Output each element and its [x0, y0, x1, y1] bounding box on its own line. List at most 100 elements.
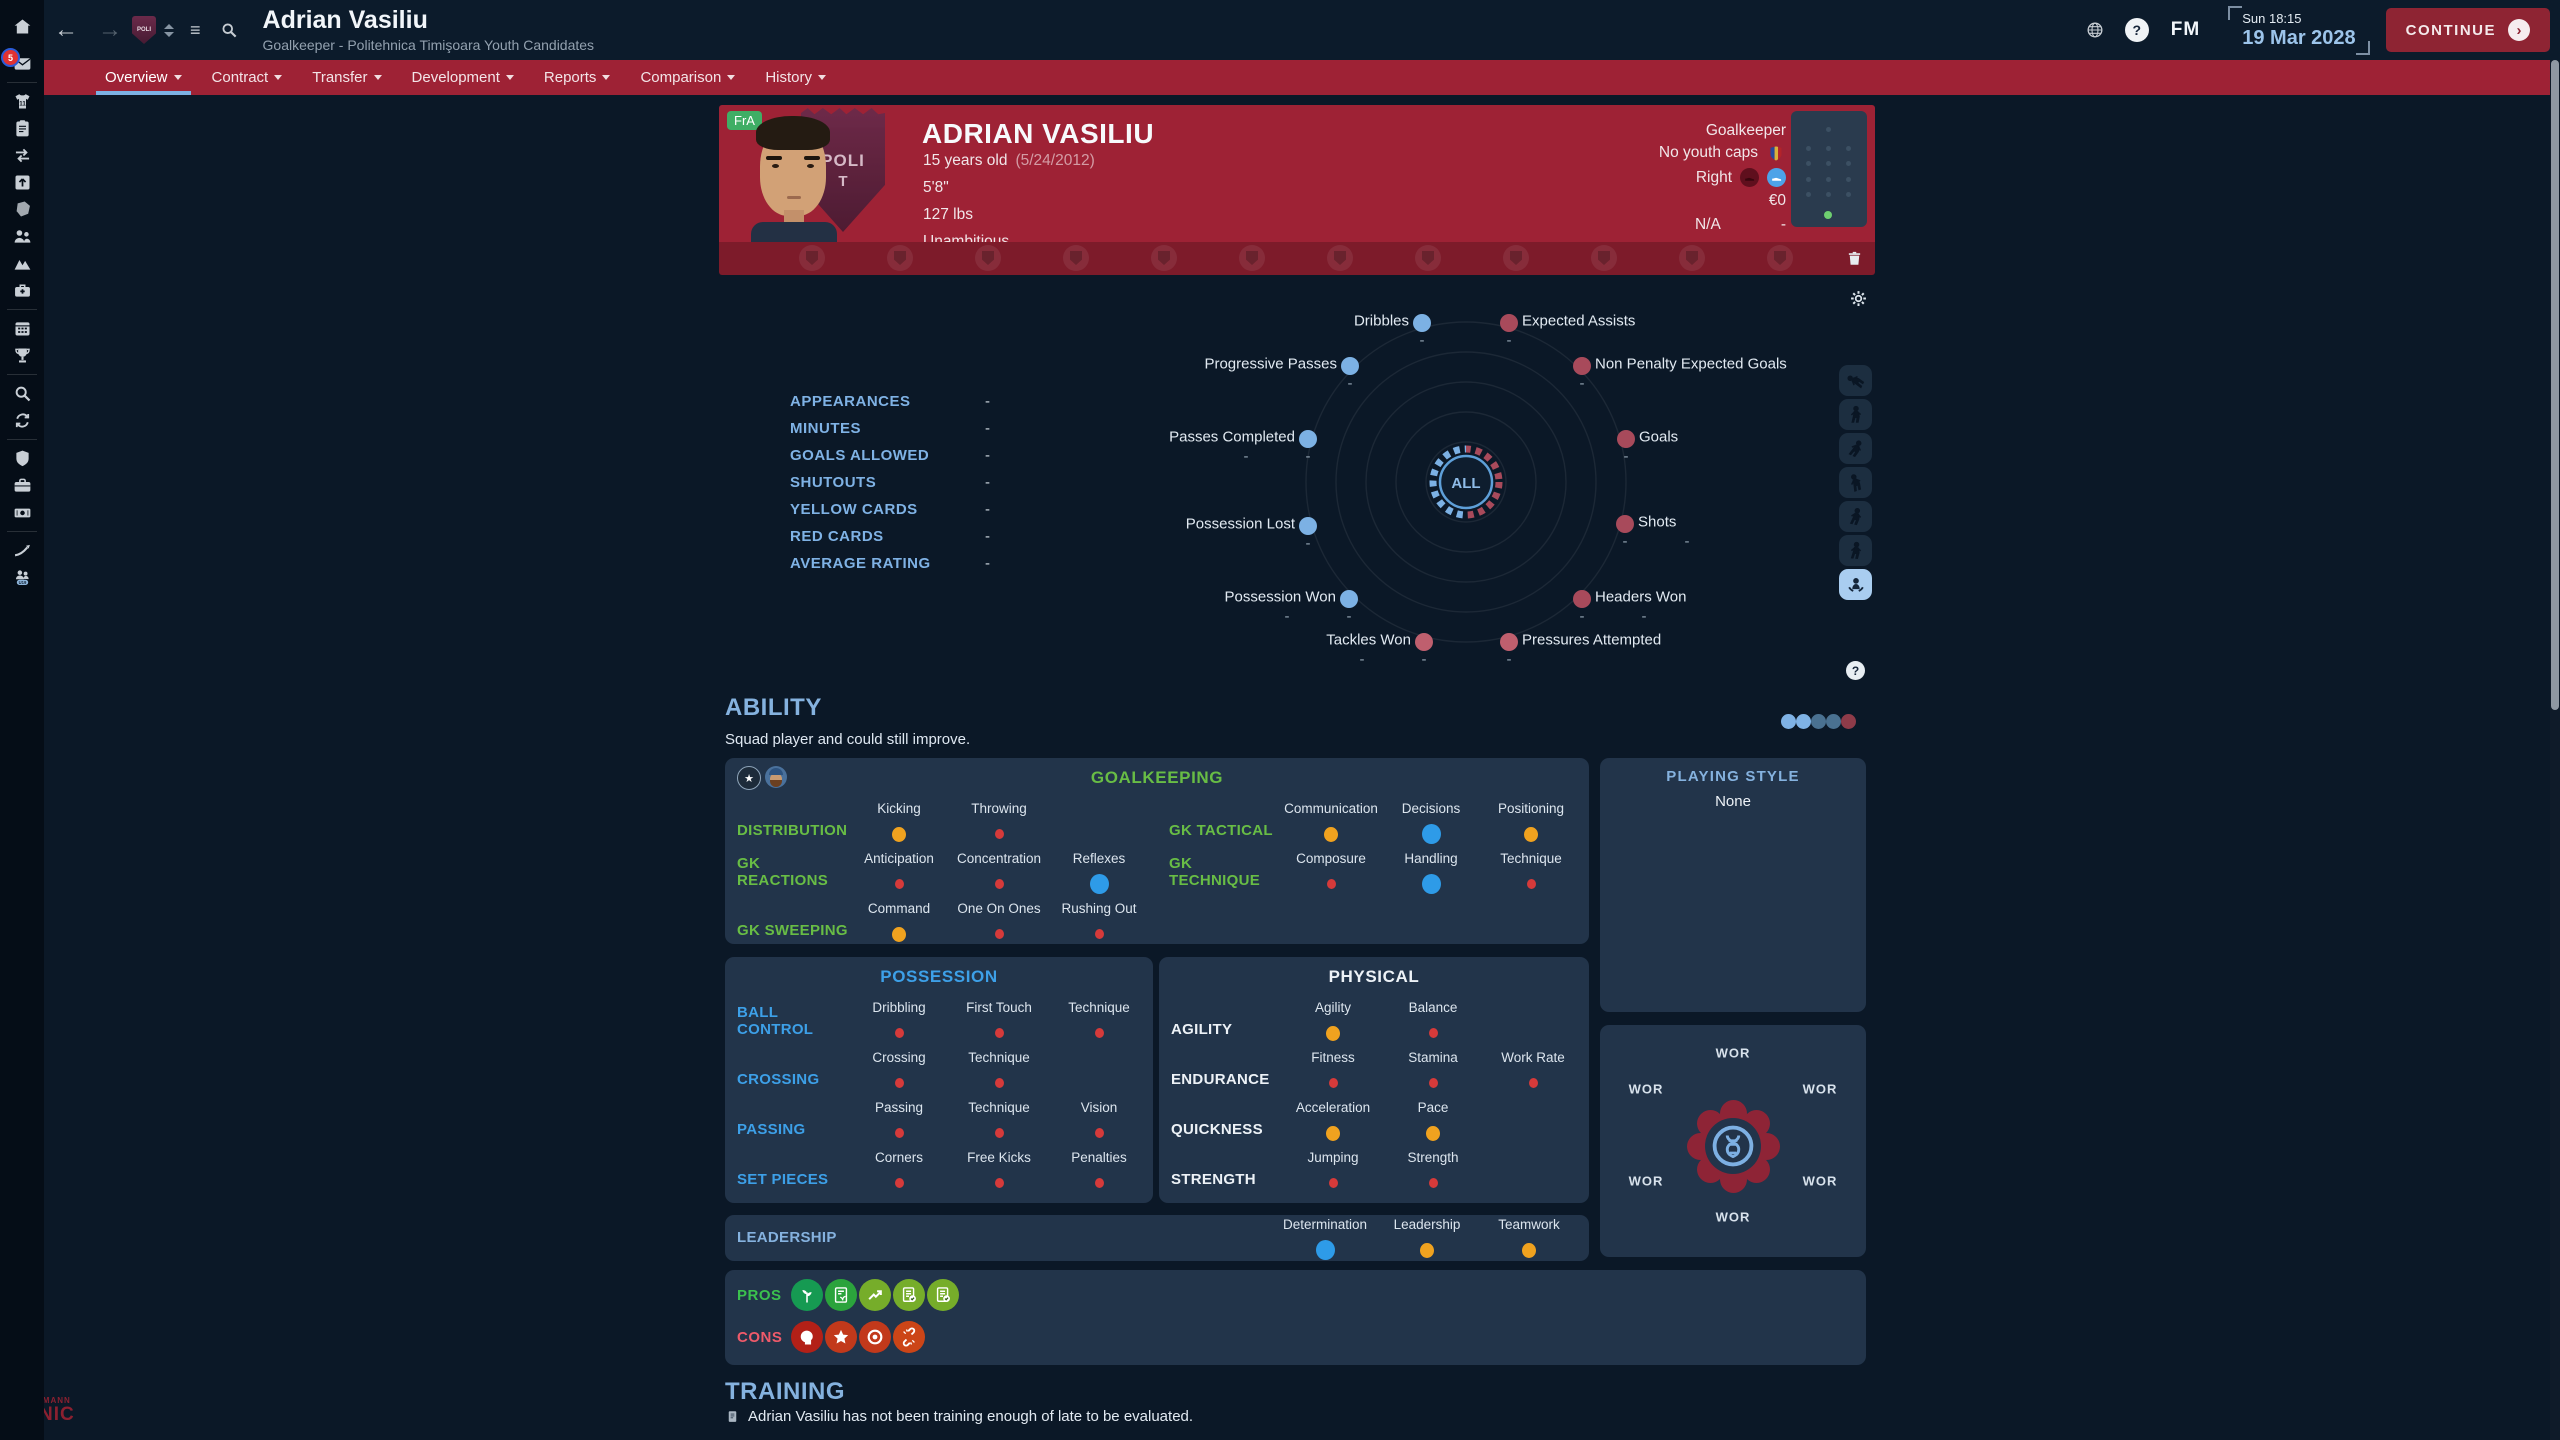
filter-gk-dive-icon[interactable]: [1839, 365, 1872, 396]
filter-player-kick-icon[interactable]: [1839, 467, 1872, 498]
scrollbar-thumb[interactable]: [2551, 60, 2559, 710]
attribute-dot-line: [1428, 1170, 1438, 1196]
sidebar-divider: [7, 82, 37, 83]
scrollbar-track[interactable]: [2550, 60, 2560, 1440]
sidebar-item-briefcase[interactable]: [0, 472, 44, 499]
position-map[interactable]: [1791, 111, 1867, 227]
club-logo-slot[interactable]: [1591, 245, 1617, 271]
sidebar-item-youth-mountains[interactable]: [0, 250, 44, 277]
filter-gk-catch-icon[interactable]: [1839, 433, 1872, 464]
club-logo-slot[interactable]: [1415, 245, 1441, 271]
club-crest-icon[interactable]: POLI: [132, 16, 156, 44]
attribute-cell: Agility: [1283, 996, 1383, 1046]
forward-button[interactable]: →: [98, 16, 122, 43]
globe-icon[interactable]: [2085, 20, 2105, 40]
history-chevrons[interactable]: [164, 23, 174, 37]
attribute-cell: Fitness: [1283, 1046, 1383, 1096]
tab-contract[interactable]: Contract: [197, 60, 298, 95]
sidebar-item-home[interactable]: [0, 8, 44, 44]
attribute-dot-line: [1524, 821, 1538, 847]
category-label: ENDURANCE: [1171, 1071, 1270, 1088]
club-logo-slot[interactable]: [1063, 245, 1089, 271]
search-icon[interactable]: [219, 20, 239, 40]
sidebar-item-schedule-calendar[interactable]: [0, 315, 44, 342]
sidebar-item-club-shield[interactable]: [0, 445, 44, 472]
club-logo-slot[interactable]: [887, 245, 913, 271]
stat-value: -: [985, 501, 990, 518]
sidebar-item-finances-money[interactable]: [0, 499, 44, 526]
stat-row: YELLOW CARDS -: [790, 496, 990, 523]
stat-label: SHUTOUTS: [790, 474, 877, 491]
ability-dot: [1811, 714, 1826, 729]
sidebar-item-u19-squad[interactable]: U19: [0, 564, 44, 591]
sidebar-item-transfer-box[interactable]: [0, 169, 44, 196]
attribute-dot-handling: [1421, 874, 1441, 894]
filter-player-stand-icon[interactable]: [1839, 399, 1872, 430]
chart-settings-gear-icon[interactable]: [1848, 288, 1869, 314]
stat-label: GOALS ALLOWED: [790, 447, 930, 464]
tab-transfer[interactable]: Transfer: [297, 60, 396, 95]
tab-reports[interactable]: Reports: [529, 60, 626, 95]
radar-center-badge[interactable]: ALL: [1426, 442, 1506, 522]
attribute-dot-technique: [1526, 879, 1536, 889]
chart-help-icon[interactable]: ?: [1846, 661, 1865, 680]
attribute-name: First Touch: [966, 1000, 1032, 1015]
radar-center-label: ALL: [1451, 475, 1480, 492]
main-sidebar: 5 11 U19: [0, 0, 44, 1440]
attribute-dot-line: [1328, 1070, 1338, 1096]
attribute-cell: Reflexes: [1049, 847, 1149, 897]
help-icon[interactable]: ?: [2124, 18, 2149, 42]
club-logo-slot[interactable]: [1327, 245, 1353, 271]
pros-cons-panel: PROS CONS: [725, 1270, 1866, 1365]
attribute-name: Teamwork: [1498, 1217, 1560, 1232]
attribute-group-gk-reactions: GK REACTIONS Anticipation Concentration Ref…: [725, 847, 1157, 897]
tab-history[interactable]: History: [750, 60, 841, 95]
coach-badge-icon[interactable]: ★: [737, 766, 761, 790]
club-logo-slot[interactable]: [975, 245, 1001, 271]
filter-goalkeeper-view-icon[interactable]: [1839, 569, 1872, 600]
tab-development[interactable]: Development: [397, 60, 529, 95]
pitch-position-dot: [1826, 177, 1831, 182]
sidebar-item-staff[interactable]: [0, 223, 44, 250]
sidebar-item-search[interactable]: [0, 380, 44, 407]
ability-rating-dots: [1781, 714, 1856, 729]
sidebar-item-inbox[interactable]: 5: [0, 48, 44, 77]
sidebar-item-tactics-clipboard[interactable]: [0, 115, 44, 142]
trash-icon[interactable]: [1846, 249, 1863, 273]
bullseye-icon: [859, 1321, 891, 1353]
radar-point-expected-assists: [1500, 314, 1518, 332]
sidebar-item-competitions-trophy[interactable]: [0, 342, 44, 369]
back-button[interactable]: ←: [54, 16, 78, 43]
menu-icon[interactable]: ≡: [190, 19, 201, 40]
club-logo-slot[interactable]: [1767, 245, 1793, 271]
attribute-cell: Technique: [949, 1096, 1049, 1146]
coach-avatar-icon[interactable]: [765, 766, 787, 788]
continue-button[interactable]: CONTINUE ›: [2385, 8, 2550, 52]
sidebar-item-transfers-swap[interactable]: [0, 142, 44, 169]
attribute-dot-determination: [1315, 1240, 1335, 1260]
attribute-dot-line: [1089, 871, 1109, 897]
club-logo-slot[interactable]: [1151, 245, 1177, 271]
dna-panel: WOR WOR WOR WOR WOR WOR: [1600, 1025, 1866, 1257]
sidebar-item-sync[interactable]: [0, 407, 44, 434]
club-logo-slot[interactable]: [1503, 245, 1529, 271]
attribute-cell: Work Rate: [1483, 1046, 1583, 1096]
club-logo-slot[interactable]: [1679, 245, 1705, 271]
club-logo-slot[interactable]: [1239, 245, 1265, 271]
attribute-dot-command: [892, 926, 906, 942]
star-icon: [825, 1321, 857, 1353]
club-logo-slot[interactable]: [799, 245, 825, 271]
sidebar-item-scouting-blob[interactable]: [0, 196, 44, 223]
sidebar-item-squad-shirt[interactable]: 11: [0, 88, 44, 115]
filter-player-run-icon[interactable]: [1839, 535, 1872, 566]
attribute-name: One On Ones: [957, 901, 1041, 916]
tab-comparison[interactable]: Comparison: [625, 60, 750, 95]
sidebar-item-medical-bag[interactable]: [0, 277, 44, 304]
attribute-dot-line: [1094, 1170, 1104, 1196]
tab-overview[interactable]: Overview: [90, 60, 197, 95]
filter-player-dribble-icon[interactable]: [1839, 501, 1872, 532]
player-kick-icon: [1850, 473, 1861, 492]
attribute-dot-line: [892, 821, 906, 847]
player-header: FrA POLI T ADRIAN VASILIU 15 years old (5/…: [719, 105, 1875, 250]
sidebar-item-stats-chart[interactable]: [0, 537, 44, 564]
